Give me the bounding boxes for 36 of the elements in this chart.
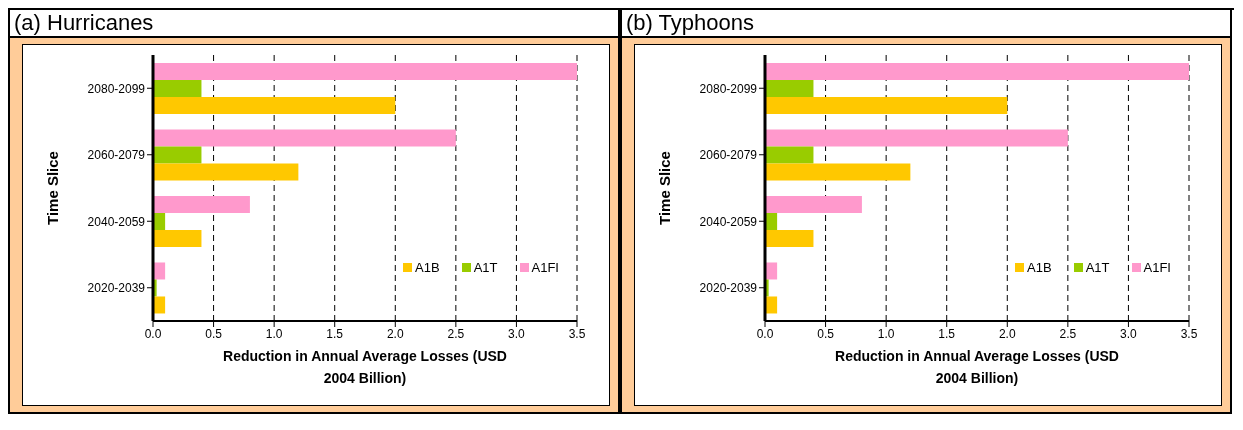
x-tick-label: 2.5: [447, 326, 465, 341]
x-tick-label: 2.0: [386, 326, 404, 341]
y-tick-label: 2020-2039: [87, 281, 146, 296]
legend-label: A1T: [472, 260, 498, 275]
y-tick-label: 2080-2099: [699, 81, 758, 96]
chart-title: (a) Hurricanes: [10, 10, 618, 38]
x-tick-label: 3.0: [508, 326, 526, 341]
x-tick-label: 0.0: [756, 326, 774, 341]
x-tick-label: 3.5: [568, 326, 586, 341]
legend-label: A1B: [414, 260, 440, 275]
x-tick-label: 0.5: [817, 326, 835, 341]
legend-label: A1FI: [530, 260, 559, 275]
y-axis-title: Time Slice: [44, 151, 62, 225]
y-tick-label: 2080-2099: [87, 81, 146, 96]
x-tick-label: 1.0: [877, 326, 895, 341]
y-tick-label: 2040-2059: [699, 214, 758, 229]
y-tick-label: 2020-2039: [699, 281, 758, 296]
chart-title: (b) Typhoons: [622, 10, 1230, 38]
legend-label: A1B: [1026, 260, 1052, 275]
y-tick-label: 2040-2059: [87, 214, 146, 229]
x-axis-title: Reduction in Annual Average Losses (USD 2004 Billion): [835, 348, 1119, 386]
x-tick-label: 1.5: [938, 326, 956, 341]
x-axis-title: Reduction in Annual Average Losses (USD 2004 Billion): [223, 348, 507, 386]
x-tick-label: 1.0: [265, 326, 283, 341]
x-tick-label: 0.0: [144, 326, 162, 341]
x-tick-label: 3.0: [1120, 326, 1138, 341]
x-tick-label: 2.0: [998, 326, 1016, 341]
y-axis-title: Time Slice: [656, 151, 674, 225]
y-tick-label: 2060-2079: [87, 148, 146, 163]
x-tick-label: 2.5: [1059, 326, 1077, 341]
legend-label: A1FI: [1142, 260, 1171, 275]
x-tick-label: 1.5: [326, 326, 344, 341]
x-tick-label: 0.5: [205, 326, 223, 341]
x-tick-label: 3.5: [1180, 326, 1198, 341]
legend-label: A1T: [1084, 260, 1110, 275]
y-tick-label: 2060-2079: [699, 148, 758, 163]
